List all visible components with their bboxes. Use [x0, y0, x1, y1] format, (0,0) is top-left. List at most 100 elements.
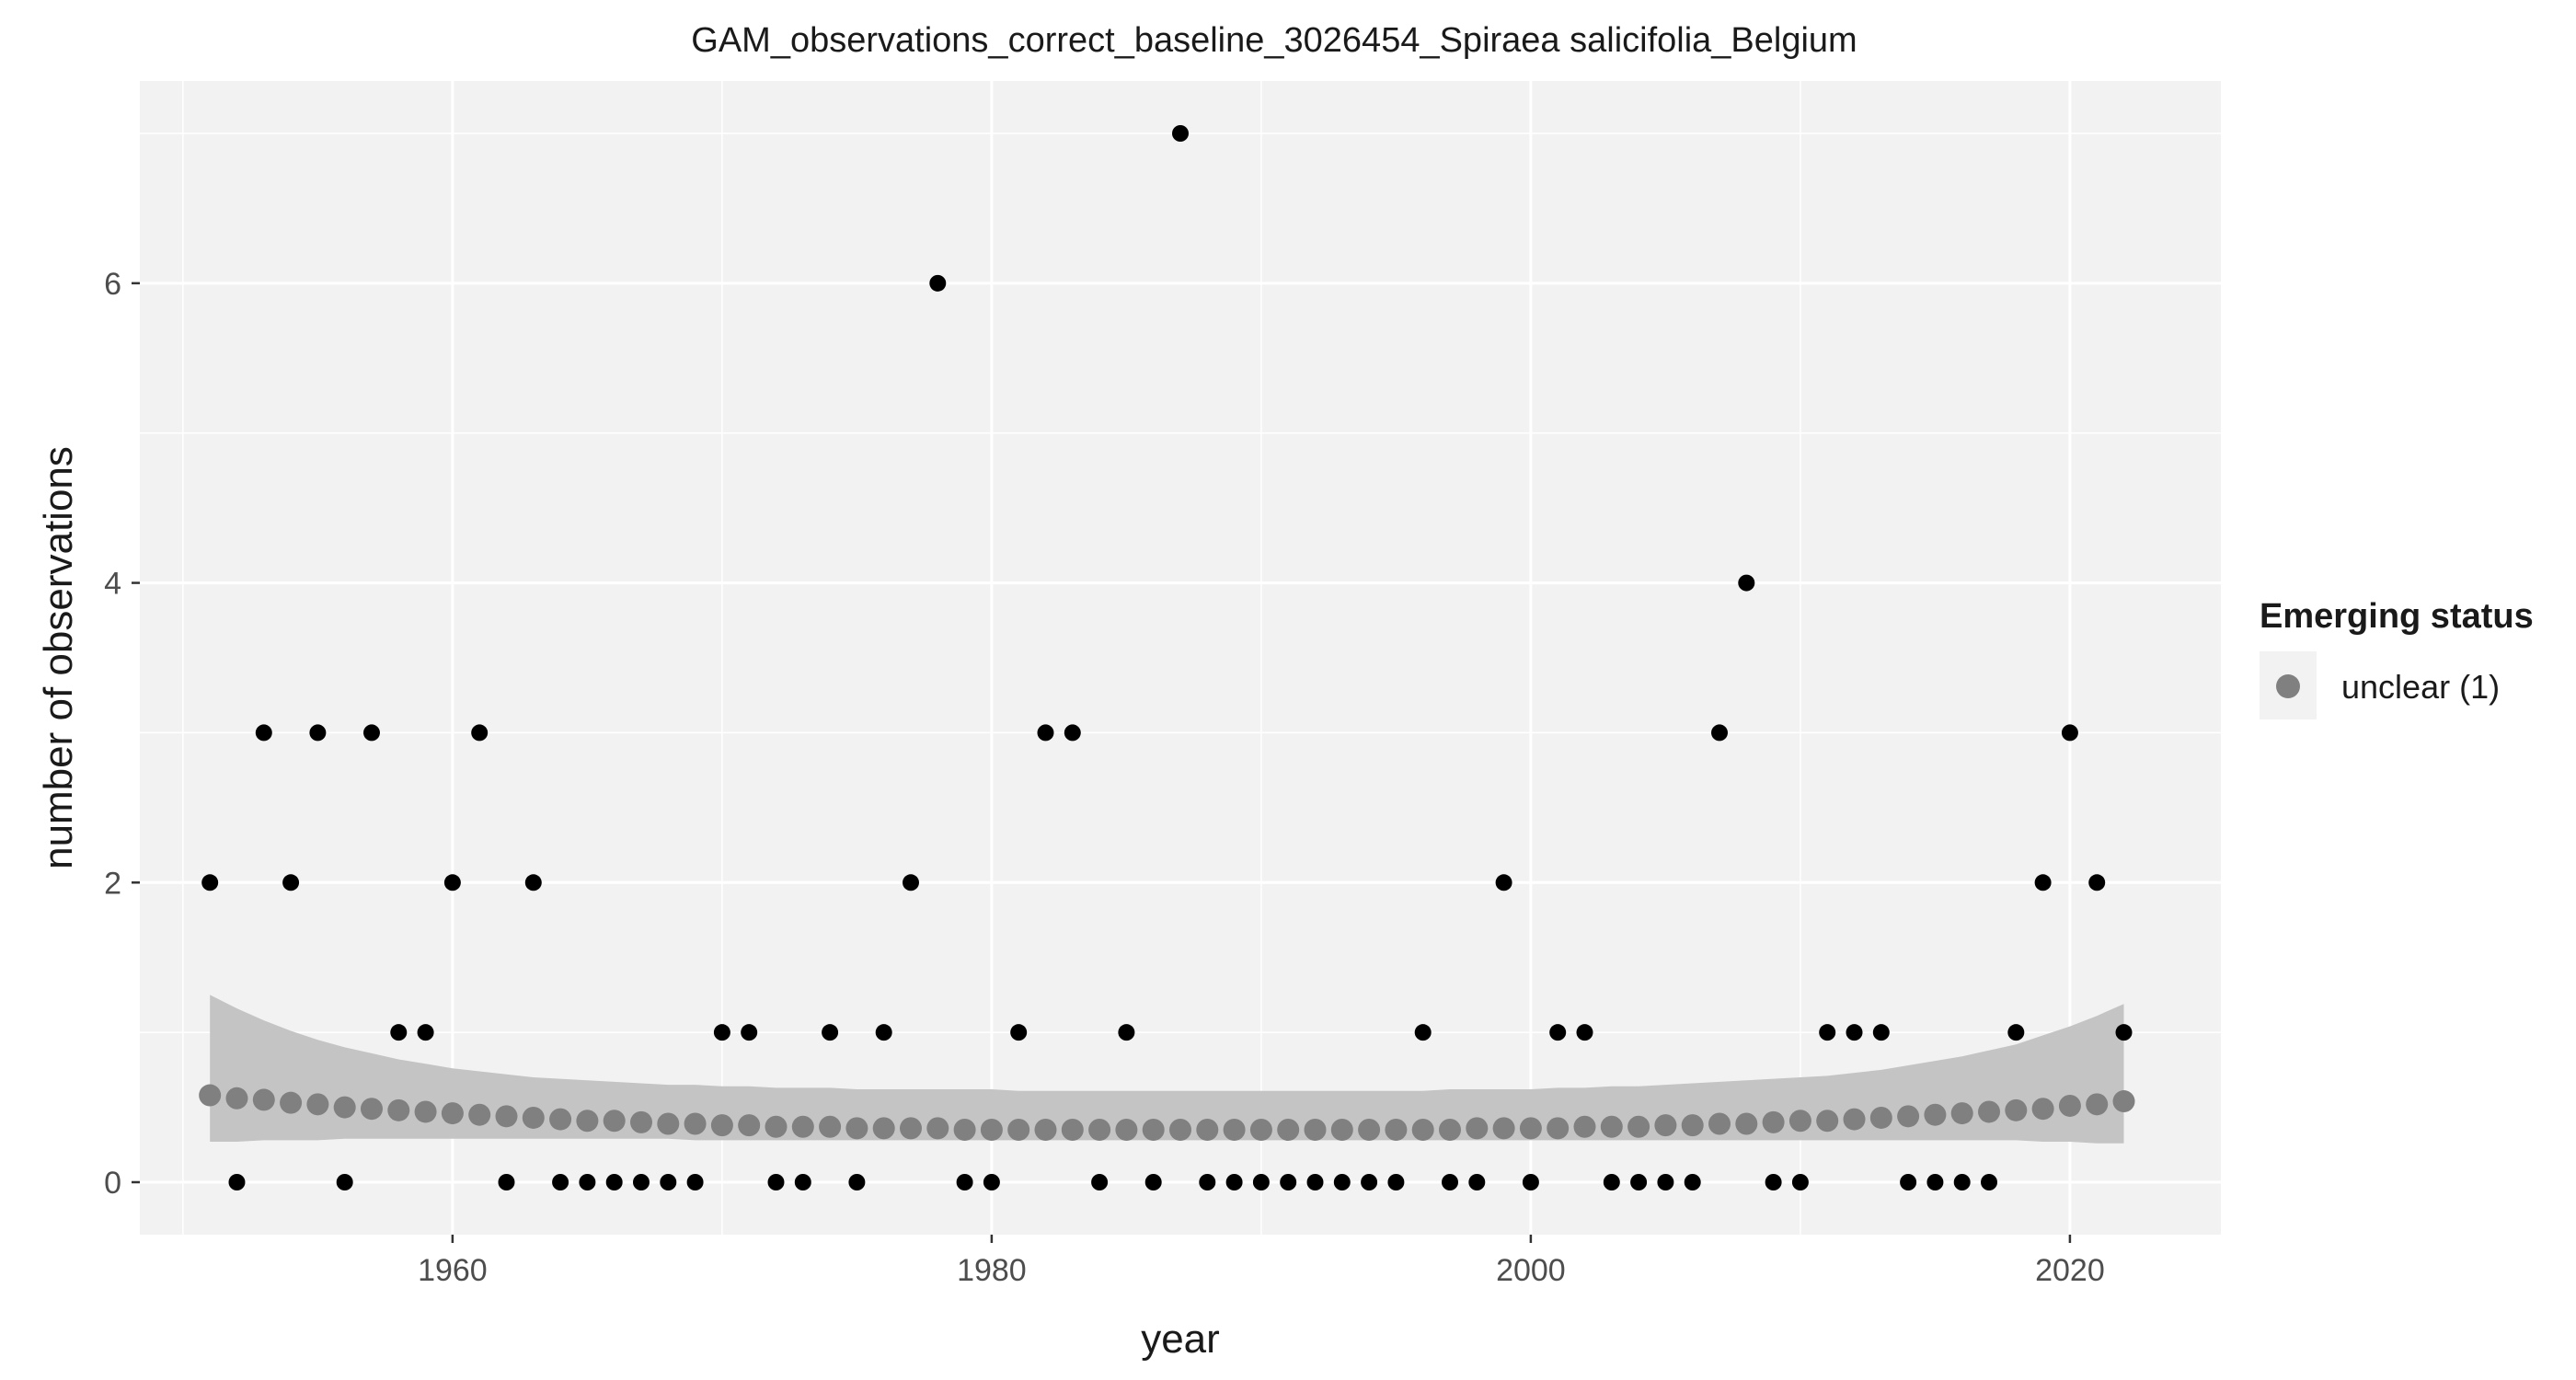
observation-point	[1738, 574, 1755, 592]
y-tick-label: 2	[104, 866, 121, 901]
observation-point	[309, 724, 327, 742]
observation-point	[443, 874, 461, 891]
observation-point	[524, 874, 542, 891]
fit-point	[1788, 1110, 1811, 1133]
observation-point	[794, 1174, 811, 1190]
observation-point	[228, 1174, 246, 1190]
fit-point	[2058, 1094, 2081, 1117]
observation-point	[983, 1174, 1000, 1190]
fit-point	[603, 1110, 626, 1133]
observation-point	[1953, 1174, 1971, 1190]
x-tick-label: 2020	[2035, 1253, 2105, 1288]
observation-point	[336, 1174, 353, 1190]
observation-point	[390, 1024, 408, 1041]
observation-point	[498, 1174, 515, 1190]
fit-point	[845, 1117, 868, 1140]
fit-point	[899, 1117, 922, 1140]
observation-point	[848, 1174, 866, 1190]
observation-point	[1468, 1174, 1486, 1190]
fit-point	[280, 1091, 303, 1114]
fit-point	[1385, 1119, 1408, 1141]
observation-point	[417, 1024, 434, 1041]
observation-point	[2034, 874, 2052, 891]
fit-point	[387, 1098, 410, 1121]
observation-point	[1333, 1174, 1351, 1190]
fit-point	[306, 1093, 329, 1116]
fit-point	[791, 1115, 814, 1138]
fit-point	[225, 1087, 248, 1110]
fit-point	[1681, 1114, 1704, 1137]
observation-point	[1442, 1174, 1459, 1190]
observation-point	[1144, 1174, 1162, 1190]
legend-key-point	[2276, 674, 2300, 698]
fit-point	[1924, 1103, 1947, 1126]
observation-point	[1603, 1174, 1620, 1190]
observation-point	[1981, 1174, 1998, 1190]
observation-point	[1791, 1174, 1809, 1190]
observation-point	[1522, 1174, 1539, 1190]
fit-point	[1007, 1119, 1030, 1141]
x-tick-label: 1980	[957, 1253, 1027, 1288]
fit-point	[2005, 1098, 2028, 1121]
observation-point	[1576, 1024, 1593, 1041]
observation-point	[1118, 1024, 1135, 1041]
fit-point	[1277, 1119, 1300, 1141]
fit-point	[1950, 1102, 1973, 1125]
fit-point	[199, 1084, 222, 1107]
fit-point	[333, 1096, 356, 1119]
observation-point	[255, 724, 272, 742]
observation-point	[1846, 1024, 1863, 1041]
x-tick-label: 2000	[1496, 1253, 1566, 1288]
observation-point	[660, 1174, 677, 1190]
observation-point	[1414, 1024, 1432, 1041]
x-axis-title: year	[1141, 1317, 1220, 1362]
fit-point	[441, 1102, 464, 1125]
fit-point	[1304, 1119, 1327, 1141]
observation-point	[1252, 1174, 1270, 1190]
observation-point	[1064, 724, 1081, 742]
fit-point	[2031, 1098, 2054, 1121]
observation-point	[201, 874, 219, 891]
fit-point	[1627, 1115, 1650, 1138]
observation-point	[1711, 724, 1729, 742]
fit-point	[1115, 1119, 1138, 1141]
fit-point	[657, 1112, 680, 1135]
y-tick-label: 6	[104, 267, 121, 302]
observation-point	[1172, 125, 1189, 142]
observation-point	[579, 1174, 596, 1190]
legend-title: Emerging status	[2260, 597, 2534, 636]
fit-point	[1816, 1110, 1839, 1133]
fit-point	[1439, 1119, 1462, 1141]
fit-point	[2112, 1090, 2135, 1113]
fit-point	[468, 1103, 491, 1126]
y-axis: 0 2 4 6	[104, 267, 140, 1201]
observation-point	[1010, 1024, 1028, 1041]
observation-point	[956, 1174, 973, 1190]
fit-point	[1223, 1119, 1246, 1141]
observation-point	[1306, 1174, 1324, 1190]
observation-point	[902, 874, 919, 891]
fit-point	[1897, 1105, 1920, 1128]
plot-panel	[140, 81, 2221, 1235]
fit-point	[1735, 1112, 1758, 1135]
confidence-band	[210, 995, 2124, 1144]
fit-point	[1654, 1114, 1677, 1137]
fit-point	[522, 1106, 545, 1129]
fit-point	[738, 1114, 761, 1137]
legend: Emerging status unclear (1)	[2260, 597, 2534, 719]
fit-point	[1547, 1117, 1570, 1140]
grid-major	[140, 81, 2221, 1235]
fit-point	[1034, 1119, 1057, 1141]
observation-point	[2007, 1024, 2025, 1041]
fit-point	[1573, 1115, 1596, 1138]
observation-point	[822, 1024, 839, 1041]
observation-point	[1657, 1174, 1674, 1190]
observation-point	[686, 1174, 704, 1190]
observation-point	[1199, 1174, 1216, 1190]
fit-point	[1869, 1106, 1892, 1129]
fit-point	[1492, 1117, 1515, 1140]
observation-point	[471, 724, 489, 742]
fit-point	[629, 1110, 652, 1133]
legend-entry-label: unclear (1)	[2341, 668, 2500, 706]
observation-point	[1361, 1174, 1378, 1190]
